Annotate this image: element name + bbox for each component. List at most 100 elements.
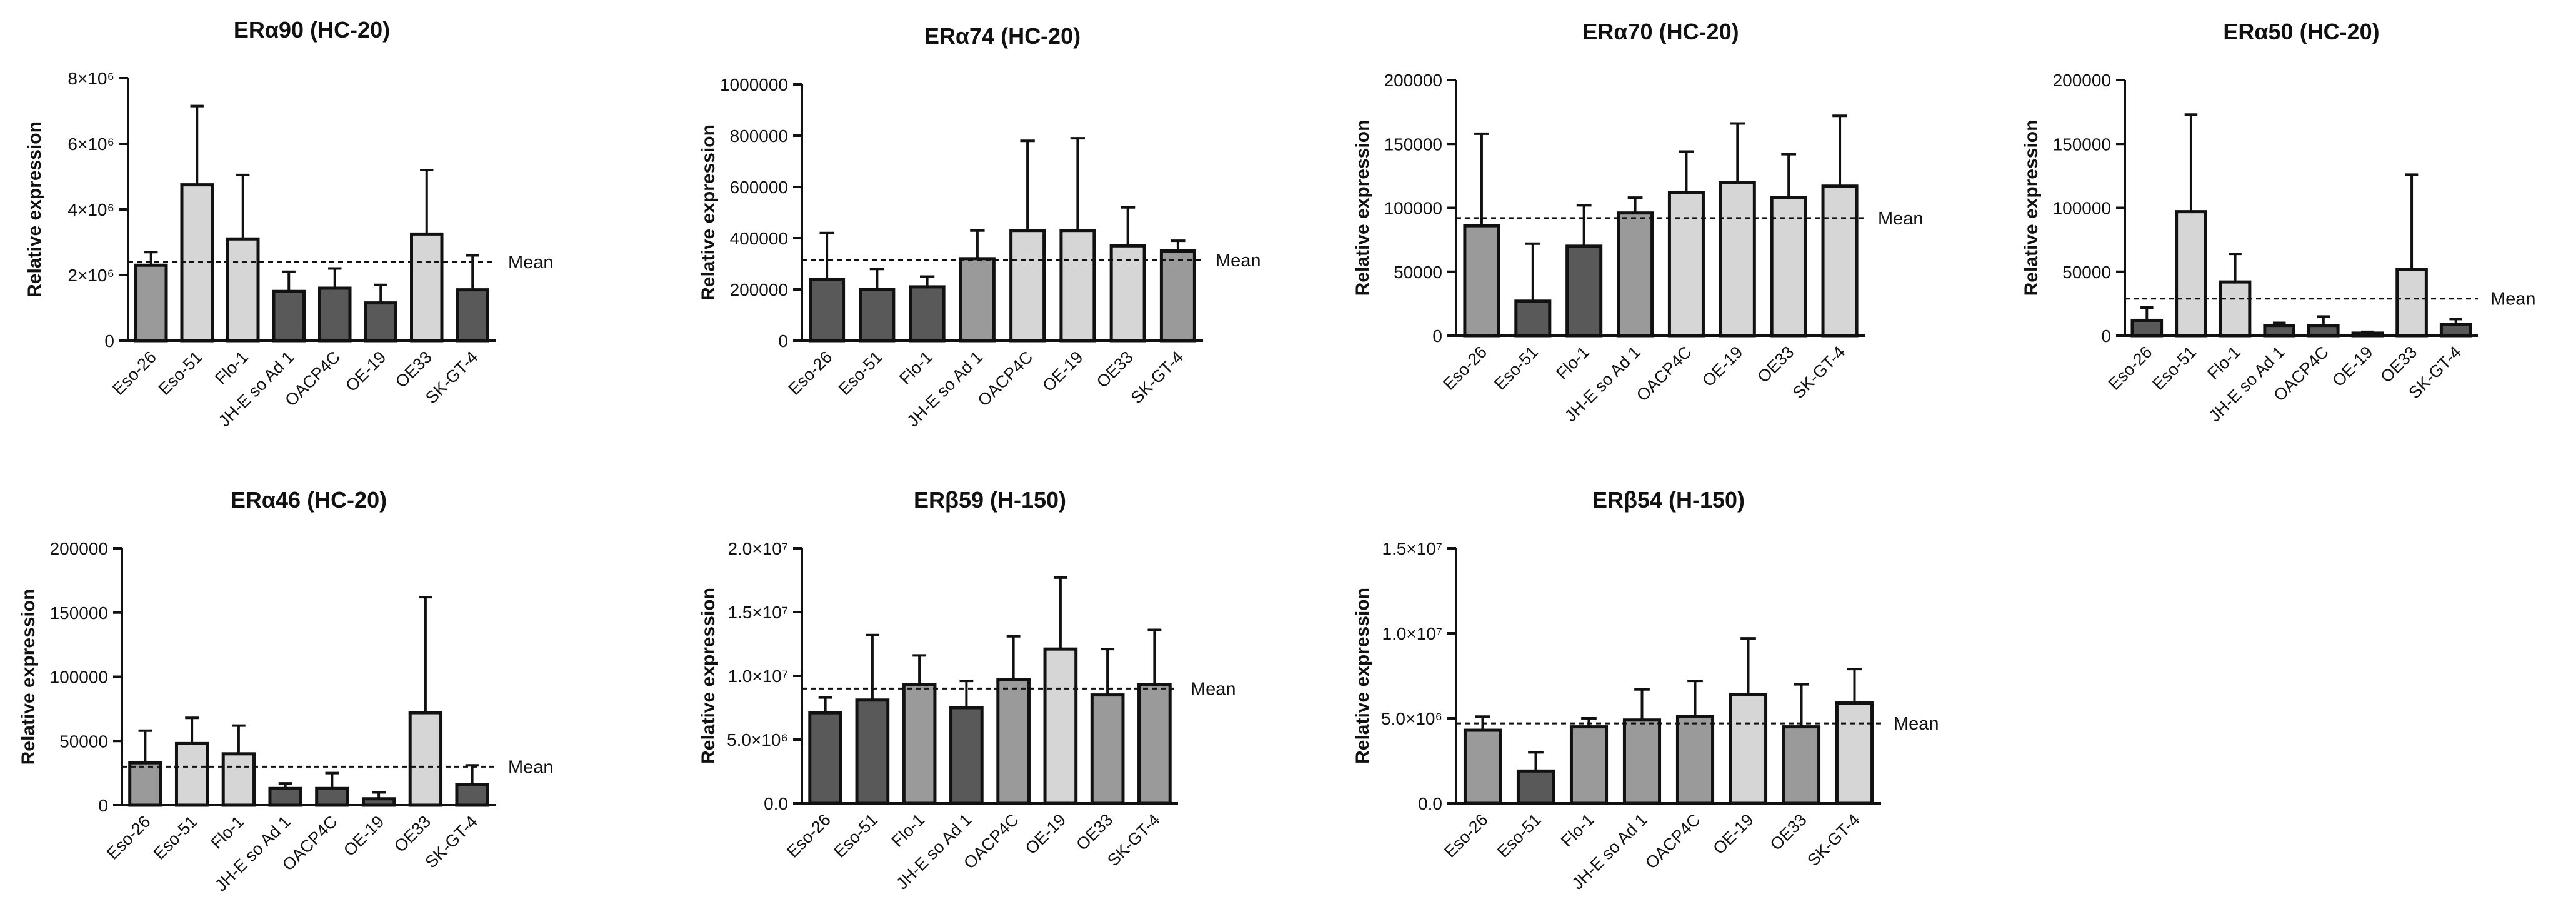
x-tick-label: Flo-1 <box>207 812 247 853</box>
bar-oe-19 <box>1719 181 1756 338</box>
y-axis-label: Relative expression <box>18 589 39 765</box>
bar-oe-19 <box>1059 229 1096 343</box>
y-tick-label: 4×10⁶ <box>67 200 114 219</box>
chart-panel-3: ERα70 (HC-20) Relative expression 0 50000 10… <box>1352 19 1924 426</box>
bar-eso-51 <box>1514 299 1552 338</box>
x-tick-label: OE-19 <box>2329 343 2376 390</box>
x-tick-label: Eso-26 <box>1439 343 1490 394</box>
y-tick-label: 8×10⁶ <box>67 69 114 88</box>
bar-jh-e-so-ad-1 <box>959 257 996 343</box>
chart-title: ERα70 (HC-20) <box>1582 19 1739 44</box>
chart-panel-4: ERα50 (HC-20) Relative expression 0 50000 10… <box>2021 19 2536 426</box>
bar-jh-e-so-ad-1 <box>1617 211 1654 338</box>
bar-sk-gt-4 <box>1159 249 1196 343</box>
y-tick-label: 400000 <box>730 229 788 248</box>
x-tick-label: Flo-1 <box>2204 343 2244 383</box>
chart-panel-6: ERβ59 (H-150) Relative expression 0.0 5.0×1… <box>698 487 1236 893</box>
bar-oe33 <box>409 232 444 343</box>
y-axis-label: Relative expression <box>2021 120 2042 296</box>
x-tick-label: OE33 <box>1754 343 1797 386</box>
chart-title: ERβ54 (H-150) <box>1592 487 1745 513</box>
chart-title: ERα74 (HC-20) <box>924 23 1081 49</box>
mean-label: Mean <box>2490 289 2536 309</box>
y-tick-label: 1.0×10⁷ <box>1382 624 1442 643</box>
bar-eso-26 <box>808 711 842 805</box>
x-tick-label: Eso-26 <box>103 812 154 863</box>
mean-label: Mean <box>1894 714 1939 734</box>
x-tick-label: SK-GT-4 <box>1804 810 1863 870</box>
bar-flo-1 <box>226 237 260 343</box>
x-tick-label: OACP4C <box>1642 810 1704 873</box>
y-tick-label: 2.0×10⁷ <box>727 539 788 558</box>
bar-oe-19 <box>2351 331 2384 338</box>
y-tick-label: 200000 <box>730 280 788 299</box>
y-tick-label: 1000000 <box>720 75 788 94</box>
chart-panel-2: ERα74 (HC-20) Relative expression 0 200000 4… <box>698 23 1261 431</box>
bar-oacp4c <box>1667 191 1705 338</box>
y-tick-label: 100000 <box>2053 199 2111 218</box>
y-axis-label: Relative expression <box>698 588 719 764</box>
y-axis-label: Relative expression <box>1352 588 1373 764</box>
bar-eso-26 <box>1463 224 1500 338</box>
chart-title: ERα46 (HC-20) <box>231 487 387 513</box>
x-tick-label: OE-19 <box>340 812 387 860</box>
x-tick-label: Eso-51 <box>830 810 881 861</box>
chart-panel-5: ERα46 (HC-20) Relative expression 0 50000 10… <box>18 487 554 895</box>
y-tick-label: 1.5×10⁷ <box>1382 539 1442 558</box>
bar-oacp4c <box>996 678 1031 805</box>
y-tick-label: 200000 <box>50 539 108 558</box>
x-tick-label: OACP4C <box>1633 343 1695 405</box>
y-tick-label: 0 <box>98 796 108 815</box>
mean-label: Mean <box>1878 209 1924 229</box>
bar-eso-51 <box>1516 769 1555 805</box>
x-tick-label: OE33 <box>391 812 434 856</box>
x-tick-label: Eso-51 <box>1490 343 1542 394</box>
mean-label: Mean <box>508 253 554 273</box>
y-tick-label: 200000 <box>1384 71 1442 90</box>
bar-oacp4c <box>317 286 352 343</box>
x-tick-label: SK-GT-4 <box>421 812 481 871</box>
y-axis-label: Relative expression <box>24 121 45 298</box>
x-tick-label: OE-19 <box>1039 348 1086 395</box>
x-tick-label: Eso-51 <box>155 348 206 399</box>
x-tick-label: Eso-26 <box>109 348 160 399</box>
x-tick-label: OE33 <box>1072 810 1116 854</box>
y-tick-label: 0 <box>2101 326 2111 346</box>
y-tick-label: 5.0×10⁶ <box>1381 709 1442 728</box>
y-tick-label: 150000 <box>50 603 108 623</box>
mean-label: Mean <box>508 757 554 777</box>
x-tick-label: OE-19 <box>342 348 389 395</box>
bar-oacp4c <box>1009 229 1046 343</box>
bar-oe33 <box>1090 693 1125 805</box>
y-tick-label: 600000 <box>730 178 788 197</box>
y-tick-label: 0 <box>778 331 788 351</box>
bar-jh-e-so-ad-1 <box>1622 718 1662 805</box>
bar-eso-51 <box>2175 210 2207 338</box>
y-tick-label: 100000 <box>1384 199 1442 218</box>
bar-eso-51 <box>174 741 209 807</box>
y-axis-label: Relative expression <box>1352 120 1373 296</box>
y-tick-label: 1.0×10⁷ <box>727 666 788 686</box>
x-tick-label: Flo-1 <box>211 348 252 388</box>
bar-eso-26 <box>134 263 168 343</box>
bar-jh-e-so-ad-1 <box>272 289 306 343</box>
bar-sk-gt-4 <box>1821 184 1859 338</box>
bar-flo-1 <box>2219 280 2252 338</box>
bar-sk-gt-4 <box>455 783 489 807</box>
bar-flo-1 <box>909 285 946 343</box>
y-tick-label: 2×10⁶ <box>67 266 114 285</box>
mean-label: Mean <box>1216 251 1261 271</box>
chart-title: ERα90 (HC-20) <box>234 17 390 43</box>
y-tick-label: 50000 <box>59 731 108 751</box>
y-tick-label: 800000 <box>730 126 788 146</box>
bar-jh-e-so-ad-1 <box>268 786 302 807</box>
bar-oe-19 <box>1043 647 1078 805</box>
bar-oe-19 <box>364 301 398 343</box>
x-tick-label: Flo-1 <box>1552 343 1593 383</box>
bar-sk-gt-4 <box>1137 683 1172 805</box>
y-tick-label: 150000 <box>1384 134 1442 154</box>
chart-panel-7: ERβ54 (H-150) Relative expression 0.0 5.0×1… <box>1352 487 1939 893</box>
chart-title: ERα50 (HC-20) <box>2223 19 2379 44</box>
x-tick-label: OACP4C <box>974 348 1037 410</box>
